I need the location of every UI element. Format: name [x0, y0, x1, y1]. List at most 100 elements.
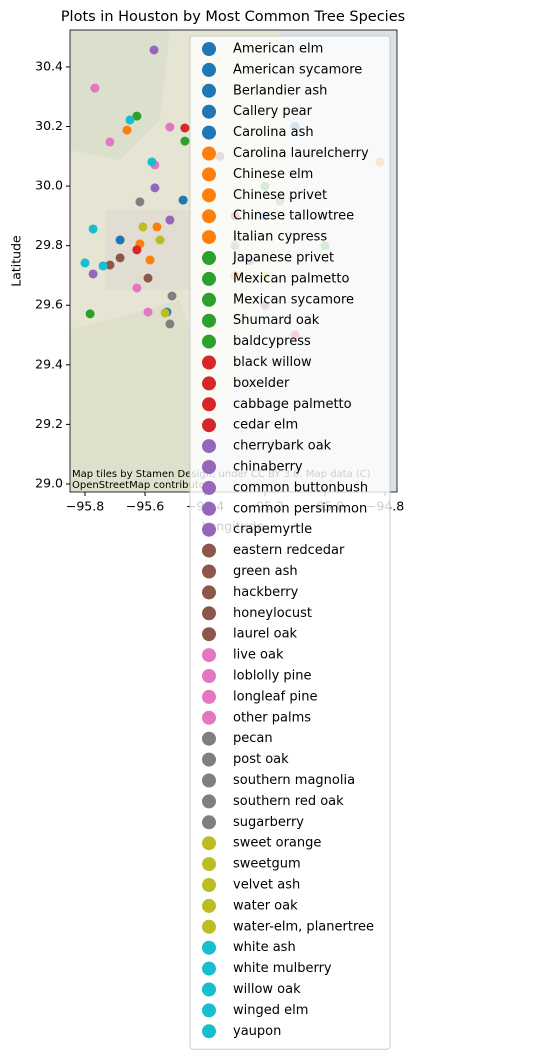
- point: [138, 222, 148, 232]
- legend-label: eastern redcedar: [233, 543, 345, 558]
- legend-label: Berlandier ash: [233, 83, 327, 98]
- point: [143, 273, 153, 283]
- legend-marker: [202, 397, 216, 412]
- legend-marker: [202, 543, 216, 558]
- point: [105, 137, 115, 147]
- point: [167, 291, 177, 301]
- point: [165, 215, 175, 225]
- y-tick-label: 29.8: [35, 237, 63, 252]
- legend-label: Mexican sycamore: [233, 292, 354, 307]
- legend-label: other palms: [233, 710, 311, 725]
- legend-label: post oak: [233, 752, 289, 767]
- legend-label: sweetgum: [233, 857, 301, 872]
- point: [145, 255, 155, 265]
- legend-label: loblolly pine: [233, 669, 312, 684]
- point: [88, 269, 98, 279]
- legend-label: Callery pear: [233, 104, 313, 119]
- legend-label: Chinese elm: [233, 167, 313, 182]
- point: [147, 157, 157, 167]
- legend-marker: [202, 167, 216, 182]
- legend-marker: [202, 501, 216, 516]
- point: [180, 136, 190, 146]
- legend-marker: [202, 460, 216, 474]
- point: [152, 222, 162, 232]
- point: [98, 261, 108, 271]
- legend-marker: [202, 104, 216, 119]
- point: [122, 125, 132, 135]
- legend-label: Italian cypress: [233, 230, 327, 245]
- legend-label: winged elm: [233, 1003, 308, 1018]
- point: [180, 123, 190, 133]
- attribution: OpenStreetMap contributors: [72, 480, 214, 491]
- point: [85, 309, 95, 319]
- legend-label: willow oak: [233, 982, 301, 997]
- legend-label: Chinese privet: [233, 188, 327, 203]
- legend-marker: [202, 313, 216, 328]
- legend-marker: [202, 83, 216, 98]
- legend-label: Carolina laurelcherry: [233, 146, 369, 161]
- point: [135, 197, 145, 207]
- y-tick-label: 30.4: [35, 58, 63, 73]
- legend-marker: [202, 961, 216, 976]
- legend-marker: [202, 230, 216, 245]
- legend-marker: [202, 982, 216, 997]
- point: [155, 235, 165, 245]
- legend-marker: [202, 585, 216, 600]
- legend-marker: [202, 439, 216, 454]
- y-tick-label: 29.4: [35, 356, 63, 371]
- point: [150, 183, 160, 193]
- legend-marker: [202, 773, 216, 788]
- legend-label: sweet orange: [233, 836, 321, 851]
- y-tick-label: 30.0: [35, 178, 63, 193]
- legend-label: velvet ash: [233, 878, 300, 893]
- legend-marker: [202, 836, 216, 851]
- legend-marker: [202, 271, 216, 286]
- legend-label: boxelder: [233, 376, 290, 391]
- legend-label: Chinese tallowtree: [233, 209, 354, 224]
- legend-marker: [202, 125, 216, 140]
- y-axis-label: Latitude: [9, 235, 24, 287]
- legend-label: common buttonbush: [233, 480, 368, 495]
- legend-label: Shumard oak: [233, 313, 320, 328]
- legend-label: cedar elm: [233, 418, 298, 433]
- legend-marker: [202, 752, 216, 767]
- legend-marker: [202, 794, 216, 809]
- legend-marker: [202, 627, 216, 642]
- map-city: [105, 210, 190, 290]
- legend-marker: [202, 564, 216, 579]
- legend-label: hackberry: [233, 585, 299, 600]
- legend-label: longleaf pine: [233, 689, 317, 704]
- legend-marker: [202, 648, 216, 663]
- legend-marker: [202, 480, 216, 495]
- legend-marker: [202, 878, 216, 892]
- legend-label: white mulberry: [233, 961, 332, 976]
- legend-marker: [202, 522, 216, 537]
- legend-marker: [202, 376, 216, 391]
- legend-label: chinaberry: [233, 460, 303, 475]
- point: [115, 253, 125, 263]
- legend-marker: [202, 940, 216, 955]
- legend-marker: [202, 689, 216, 704]
- legend-label: cabbage palmetto: [233, 397, 352, 412]
- legend-label: honeylocust: [233, 606, 312, 621]
- point: [178, 195, 188, 205]
- point: [143, 307, 153, 317]
- legend-label: southern magnolia: [233, 773, 355, 788]
- legend-marker: [202, 857, 216, 872]
- legend-label: pecan: [233, 731, 273, 746]
- legend-label: Carolina ash: [233, 125, 314, 140]
- legend-label: water-elm, planertree: [233, 919, 374, 934]
- legend-label: black willow: [233, 355, 312, 370]
- legend-marker: [202, 1024, 216, 1039]
- legend-marker: [202, 146, 216, 161]
- legend-marker: [202, 919, 216, 934]
- x-tick-label: −95.6: [126, 499, 164, 514]
- map-coast-plain: [70, 300, 200, 492]
- legend-marker: [202, 418, 216, 433]
- point: [88, 224, 98, 234]
- legend-marker: [202, 710, 216, 725]
- x-tick-label: −95.8: [66, 499, 104, 514]
- legend-marker: [202, 1003, 216, 1018]
- legend-label: water oak: [233, 898, 298, 913]
